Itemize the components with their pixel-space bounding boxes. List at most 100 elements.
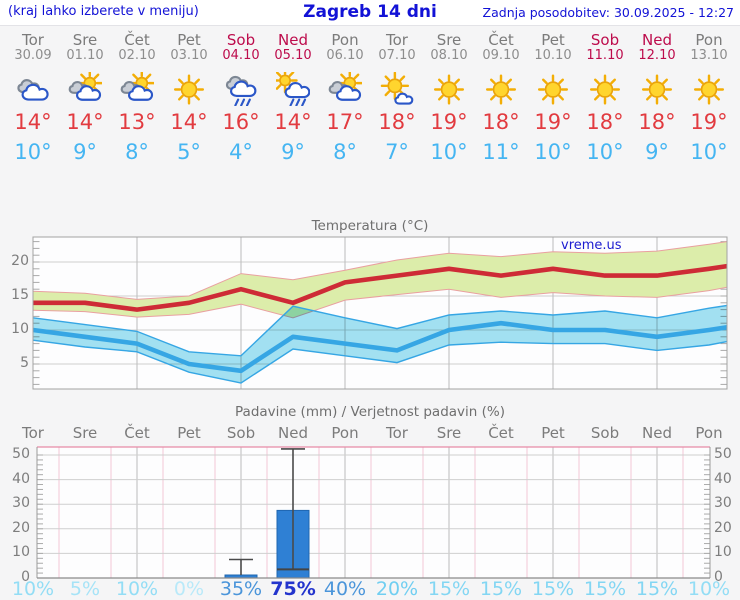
precip-day-label: Tor: [386, 424, 408, 442]
day-name: Ned: [278, 31, 308, 49]
precip-probability: 10%: [11, 578, 55, 600]
partly-cloudy-icon: [111, 71, 163, 107]
last-update: Zadnja posodobitev: 30.09.2025 - 12:27: [482, 5, 734, 20]
temp-chart-title: Temperatura (°C): [311, 218, 429, 234]
precip-probability: 15%: [427, 578, 471, 600]
day-column[interactable]: Ned 12.10 18° 9°: [631, 30, 683, 172]
precip-probability: 5%: [69, 578, 101, 600]
precip-day-label: Sre: [72, 424, 98, 442]
min-temp: 10°: [534, 140, 572, 164]
max-temp: 14°: [274, 110, 312, 134]
day-column[interactable]: Ned 05.10 14° 9°: [267, 30, 319, 172]
precip-day-label: Čet: [124, 424, 150, 442]
max-temp: 18°: [638, 110, 676, 134]
precip-y-tick-right: 50: [714, 446, 732, 462]
min-temp: 7°: [385, 140, 409, 164]
min-temp: 10°: [690, 140, 728, 164]
precip-day-label: Sob: [590, 424, 620, 442]
precip-probability: 10%: [687, 578, 731, 600]
min-temp: 5°: [177, 140, 201, 164]
temp-y-tick: 15: [11, 287, 29, 303]
day-column[interactable]: Pet 03.10 14° 5°: [163, 30, 215, 172]
day-name: Ned: [642, 31, 672, 49]
max-temp: 13°: [118, 110, 156, 134]
min-temp: 4°: [229, 140, 253, 164]
min-temp: 10°: [430, 140, 468, 164]
day-date: 07.10: [378, 48, 416, 63]
min-temp: 8°: [333, 140, 357, 164]
precip-y-tick-left: 20: [12, 520, 30, 536]
partly-cloudy-icon: [319, 71, 371, 107]
day-column[interactable]: Čet 09.10 18° 11°: [475, 30, 527, 172]
max-temp: 14°: [14, 110, 52, 134]
day-date: 10.10: [534, 48, 572, 63]
day-date: 01.10: [66, 48, 104, 63]
min-temp: 9°: [73, 140, 97, 164]
page-title: Zagreb 14 dni: [303, 2, 437, 22]
temp-y-tick: 20: [11, 253, 29, 269]
day-column[interactable]: Tor 07.10 18° 7°: [371, 30, 423, 172]
mostly-sunny-icon: [371, 71, 423, 107]
precip-probability: 40%: [323, 578, 367, 600]
day-column[interactable]: Pet 10.10 19° 10°: [527, 30, 579, 172]
max-temp: 14°: [170, 110, 208, 134]
day-column[interactable]: Pon 06.10 17° 8°: [319, 30, 371, 172]
sunny-icon: [631, 71, 683, 107]
max-temp: 19°: [430, 110, 468, 134]
day-name: Pet: [177, 31, 201, 49]
watermark-link[interactable]: vreme.us: [561, 238, 622, 253]
partly-cloudy-icon: [59, 71, 111, 107]
precip-y-tick-right: 10: [714, 544, 732, 560]
max-temp: 18°: [378, 110, 416, 134]
min-temp: 8°: [125, 140, 149, 164]
precip-y-tick-right: 40: [714, 471, 732, 487]
precip-chart-title: Padavine (mm) / Verjetnost padavin (%): [235, 404, 505, 420]
precip-y-tick-left: 40: [12, 471, 30, 487]
precip-day-label: Sob: [226, 424, 256, 442]
precip-day-label: Čet: [488, 424, 514, 442]
day-date: 30.09: [14, 48, 52, 63]
day-column[interactable]: Sob 04.10 16° 4°: [215, 30, 267, 172]
precip-day-label: Pon: [331, 424, 359, 442]
day-column[interactable]: Čet 02.10 13° 8°: [111, 30, 163, 172]
precip-y-tick-right: 0: [714, 569, 723, 585]
max-temp: 18°: [586, 110, 624, 134]
rain-icon: [215, 71, 267, 107]
precip-day-label: Pet: [541, 424, 565, 442]
day-column[interactable]: Sre 08.10 19° 10°: [423, 30, 475, 172]
min-temp: 10°: [14, 140, 52, 164]
max-temp: 18°: [482, 110, 520, 134]
precip-probability: 75%: [270, 578, 316, 600]
precip-probability: 0%: [173, 578, 205, 600]
sunny-icon: [423, 71, 475, 107]
temp-y-tick: 10: [11, 321, 29, 337]
cloudy-icon: [7, 71, 59, 107]
sunny-icon: [475, 71, 527, 107]
temp-y-tick: 5: [20, 355, 29, 371]
sunny-icon: [527, 71, 579, 107]
sunny-icon: [683, 71, 735, 107]
precip-day-label: Sre: [436, 424, 462, 442]
precip-y-tick-left: 30: [12, 495, 30, 511]
day-column[interactable]: Tor 30.09 14° 10°: [7, 30, 59, 172]
precip-y-tick-right: 20: [714, 520, 732, 536]
day-column[interactable]: Sre 01.10 14° 9°: [59, 30, 111, 172]
max-temp: 14°: [66, 110, 104, 134]
day-date: 11.10: [586, 48, 624, 63]
day-date: 08.10: [430, 48, 468, 63]
day-date: 12.10: [638, 48, 676, 63]
sun-shower-icon: [267, 71, 319, 107]
min-temp: 10°: [586, 140, 624, 164]
max-temp: 17°: [326, 110, 364, 134]
day-date: 02.10: [118, 48, 156, 63]
precip-probability: 15%: [583, 578, 627, 600]
min-temp: 11°: [482, 140, 520, 164]
day-column[interactable]: Sob 11.10 18° 10°: [579, 30, 631, 172]
day-column[interactable]: Pon 13.10 19° 10°: [683, 30, 735, 172]
page-header: (kraj lahko izberete v meniju) Zagreb 14…: [0, 0, 740, 26]
day-name: Pet: [541, 31, 565, 49]
day-name: Tor: [22, 31, 44, 49]
precip-day-label: Tor: [22, 424, 44, 442]
